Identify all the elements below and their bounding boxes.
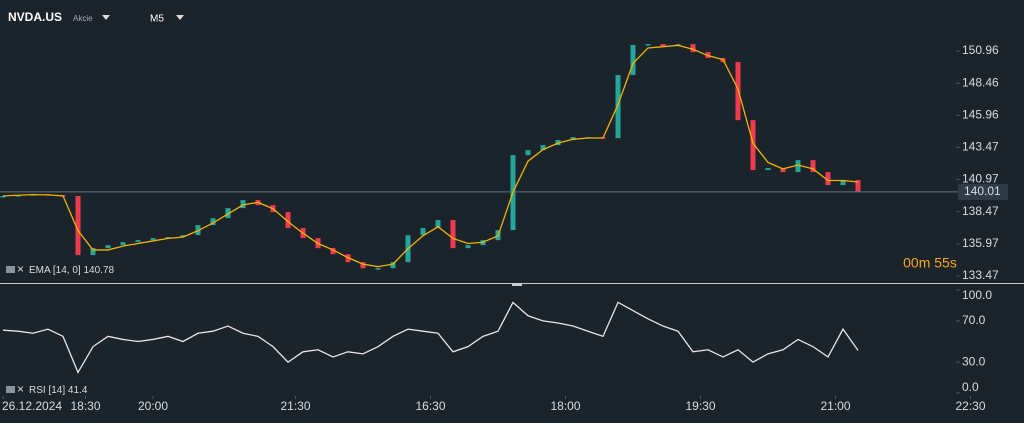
y-tick-label: 0.0	[962, 380, 979, 394]
candle	[105, 245, 111, 249]
x-tick-label: 16:30	[415, 399, 445, 413]
y-tick-label: 143.47	[962, 140, 999, 154]
y-tick-label: 100.0	[962, 288, 992, 302]
legend-label: EMA [14, 0] 140.78	[29, 265, 115, 276]
x-tick-label: 18:00	[550, 399, 580, 413]
candle	[180, 235, 186, 238]
candle	[330, 248, 336, 255]
y-tick-label: 145.96	[962, 108, 999, 122]
dropdown-arrow[interactable]	[176, 15, 184, 20]
resize-handle[interactable]	[512, 283, 522, 286]
candle	[285, 212, 291, 229]
x-tick-label: 22:30	[955, 399, 985, 413]
x-tick-label: 21:30	[280, 399, 310, 413]
candle	[750, 120, 756, 171]
dropdown-arrow[interactable]	[102, 15, 110, 20]
last-price-label: 140.01	[964, 184, 1001, 198]
x-tick-label: 21:00	[820, 399, 850, 413]
candle	[150, 238, 156, 241]
x-tick-label: 20:00	[138, 399, 168, 413]
candle	[825, 172, 831, 186]
candle	[765, 168, 771, 171]
legend-close: ×	[17, 382, 24, 396]
candle	[840, 180, 846, 186]
candle	[420, 228, 426, 236]
countdown: 00m 55s	[903, 255, 957, 271]
y-tick-label: 138.47	[962, 204, 999, 218]
y-tick-label: 148.46	[962, 75, 999, 89]
legend-icon	[6, 386, 15, 393]
candle	[360, 262, 366, 269]
candle	[135, 240, 141, 243]
y-tick-label: 140.97	[962, 172, 999, 186]
legend-icon	[6, 266, 15, 273]
candle	[570, 137, 576, 141]
legend-value: 41.4	[68, 385, 88, 396]
candle	[225, 208, 231, 219]
timeframe[interactable]: M5	[150, 14, 164, 25]
candle	[210, 218, 216, 226]
candle	[375, 268, 381, 270]
asset-type: Akcie	[73, 14, 93, 23]
candle	[660, 44, 666, 47]
candle	[390, 262, 396, 269]
legend-close: ×	[17, 262, 24, 276]
candle	[795, 160, 801, 173]
y-tick-label: 70.0	[962, 313, 986, 327]
legend-name: EMA [14, 0]	[29, 265, 81, 276]
legend-name: RSI [14]	[29, 385, 65, 396]
series-line	[2, 301, 859, 374]
x-tick-label: 19:30	[685, 399, 715, 413]
candle	[120, 242, 126, 246]
candle	[525, 150, 531, 156]
candle	[645, 44, 651, 46]
candle	[240, 200, 246, 209]
symbol[interactable]: NVDA.US	[8, 10, 62, 24]
candle	[450, 220, 456, 249]
candle	[855, 180, 861, 192]
y-tick-label: 133.47	[962, 268, 999, 282]
candle	[690, 44, 696, 53]
x-tick-label: 18:30	[70, 399, 100, 413]
y-tick-label: 150.96	[962, 43, 999, 57]
candle	[810, 160, 816, 173]
series-line	[2, 44, 859, 268]
y-tick-label: 135.97	[962, 236, 999, 250]
last-price-box	[958, 183, 1008, 200]
candle	[0, 196, 6, 198]
legend-label: RSI [14] 41.4	[29, 385, 88, 396]
candle	[75, 196, 81, 256]
legend-value: 140.78	[83, 265, 114, 276]
candle	[90, 248, 96, 256]
candle	[630, 45, 636, 76]
candle	[465, 245, 471, 249]
y-tick-label: 30.0	[962, 354, 986, 368]
candle	[780, 168, 786, 173]
x-tick-label: 26.12.2024	[2, 399, 62, 413]
candle	[540, 145, 546, 151]
candle	[615, 75, 621, 139]
candle	[435, 220, 441, 229]
